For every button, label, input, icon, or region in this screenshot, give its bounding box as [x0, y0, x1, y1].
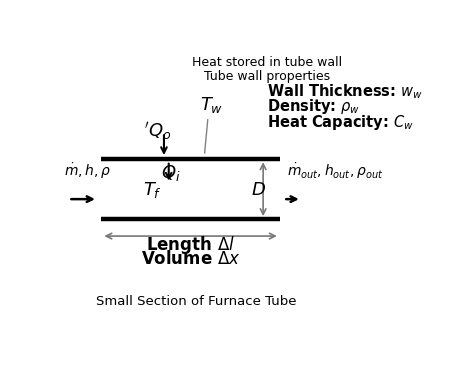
Text: Heat Capacity: $C_w$: Heat Capacity: $C_w$: [267, 113, 414, 132]
Text: $D$: $D$: [251, 181, 266, 199]
Text: Density: $\rho_w$: Density: $\rho_w$: [267, 97, 360, 116]
Text: $T_f$: $T_f$: [144, 180, 163, 200]
Text: $'Q_o$: $'Q_o$: [144, 120, 172, 142]
Text: $\dot{m}, h, \rho$: $\dot{m}, h, \rho$: [64, 161, 111, 181]
Text: Wall Thickness: $w_w$: Wall Thickness: $w_w$: [267, 82, 423, 100]
Text: Length $\Delta l$: Length $\Delta l$: [146, 234, 235, 256]
Text: Heat stored in tube wall: Heat stored in tube wall: [192, 56, 342, 69]
Text: Small Section of Furnace Tube: Small Section of Furnace Tube: [96, 295, 296, 308]
Text: $T_w$: $T_w$: [200, 95, 223, 115]
Text: Tube wall properties: Tube wall properties: [204, 70, 330, 83]
Text: $\dot{m}_{out}, h_{out}, \rho_{out}$: $\dot{m}_{out}, h_{out}, \rho_{out}$: [287, 161, 383, 181]
Text: Volume $\Delta x$: Volume $\Delta x$: [141, 250, 240, 268]
Text: $Q_i$: $Q_i$: [162, 163, 181, 183]
